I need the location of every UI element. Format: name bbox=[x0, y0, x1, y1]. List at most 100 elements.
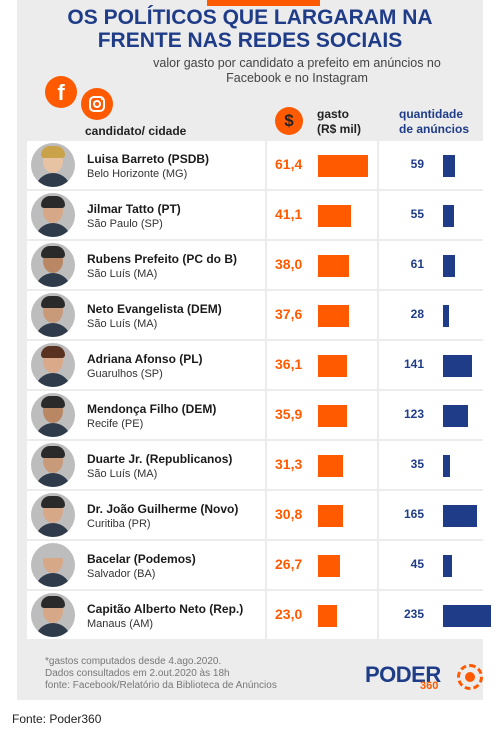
gasto-bar bbox=[318, 405, 347, 427]
gasto-cell: 35,9 bbox=[267, 391, 377, 439]
candidate-city: São Luís (MA) bbox=[87, 468, 158, 480]
quantidade-cell: 165 bbox=[379, 491, 483, 539]
candidate-name: Adriana Afonso (PL) bbox=[87, 352, 203, 366]
candidate-cell: Luisa Barreto (PSDB) Belo Horizonte (MG) bbox=[27, 141, 265, 189]
sun-core bbox=[465, 672, 475, 682]
candidate-rows: Luisa Barreto (PSDB) Belo Horizonte (MG) 6… bbox=[17, 140, 491, 640]
table-row: Duarte Jr. (Republicanos) São Luís (MA) 31… bbox=[17, 440, 483, 490]
avatar bbox=[31, 393, 75, 437]
gasto-bar bbox=[318, 255, 349, 277]
logo-number: 360 bbox=[420, 680, 439, 692]
candidate-name: Mendonça Filho (DEM) bbox=[87, 402, 217, 416]
avatar bbox=[31, 543, 75, 587]
gasto-value-label: 26,7 bbox=[275, 556, 303, 572]
candidate-city: São Luís (MA) bbox=[87, 318, 158, 330]
avatar bbox=[31, 143, 75, 187]
table-row: Jilmar Tatto (PT) São Paulo (SP) 41,1 55 bbox=[17, 190, 483, 240]
candidate-name: Jilmar Tatto (PT) bbox=[87, 202, 181, 216]
candidate-city: Curitiba (PR) bbox=[87, 518, 151, 530]
header-gasto-line-1: gasto bbox=[317, 107, 350, 121]
candidate-name: Dr. João Guilherme (Novo) bbox=[87, 502, 239, 516]
quantidade-bar bbox=[443, 405, 468, 427]
quantidade-bar bbox=[443, 355, 472, 377]
gasto-bar bbox=[318, 505, 343, 527]
header-gasto-line-2: (R$ mil) bbox=[317, 122, 362, 136]
facebook-icon: f bbox=[45, 76, 77, 108]
quantidade-cell: 235 bbox=[379, 591, 491, 639]
quantidade-bar bbox=[443, 205, 454, 227]
gasto-bar bbox=[318, 555, 340, 577]
gasto-cell: 38,0 bbox=[267, 241, 377, 289]
logo-word: PODER bbox=[365, 662, 441, 687]
candidate-city: Guarulhos (SP) bbox=[87, 368, 163, 380]
avatar bbox=[31, 193, 75, 237]
quantidade-bar bbox=[443, 255, 455, 277]
header-quantidade: quantidade de anúncios bbox=[399, 107, 469, 137]
candidate-cell: Jilmar Tatto (PT) São Paulo (SP) bbox=[27, 191, 265, 239]
gasto-value-label: 36,1 bbox=[275, 356, 303, 372]
candidate-name: Capitão Alberto Neto (Rep.) bbox=[87, 602, 244, 616]
quantidade-cell: 55 bbox=[379, 191, 483, 239]
header-qtd-line-2: de anúncios bbox=[399, 122, 470, 136]
instagram-icon bbox=[81, 88, 113, 120]
gasto-cell: 36,1 bbox=[267, 341, 377, 389]
quantidade-value-label: 123 bbox=[403, 407, 424, 421]
table-row: Bacelar (Podemos) Salvador (BA) 26,7 45 bbox=[17, 540, 483, 590]
candidate-cell: Capitão Alberto Neto (Rep.) Manaus (AM) bbox=[27, 591, 265, 639]
candidate-name: Rubens Prefeito (PC do B) bbox=[87, 252, 238, 266]
table-row: Neto Evangelista (DEM) São Luís (MA) 37,6 2… bbox=[17, 290, 483, 340]
header-candidate: candidato/ cidade bbox=[85, 124, 187, 138]
gasto-value-label: 37,6 bbox=[275, 306, 303, 322]
table-row: Rubens Prefeito (PC do B) São Luís (MA) 38… bbox=[17, 240, 483, 290]
candidate-city: Manaus (AM) bbox=[87, 618, 154, 630]
table-row: Luisa Barreto (PSDB) Belo Horizonte (MG) 6… bbox=[17, 140, 483, 190]
gasto-bar bbox=[318, 205, 351, 227]
gasto-cell: 30,8 bbox=[267, 491, 377, 539]
candidate-city: Belo Horizonte (MG) bbox=[87, 168, 188, 180]
candidate-city: Salvador (BA) bbox=[87, 568, 156, 580]
quantidade-value-label: 141 bbox=[403, 357, 424, 371]
header-gasto: gasto (R$ mil) bbox=[317, 107, 361, 137]
top-accent-bar bbox=[207, 0, 320, 6]
table-row: Adriana Afonso (PL) Guarulhos (SP) 36,1 141 bbox=[17, 340, 483, 390]
quantidade-cell: 35 bbox=[379, 441, 483, 489]
quantidade-bar bbox=[443, 455, 450, 477]
gasto-bar bbox=[318, 355, 347, 377]
gasto-value-label: 30,8 bbox=[275, 506, 303, 522]
table-row: Mendonça Filho (DEM) Recife (PE) 35,9 123 bbox=[17, 390, 483, 440]
avatar bbox=[31, 243, 75, 287]
gasto-cell: 26,7 bbox=[267, 541, 377, 589]
gasto-cell: 31,3 bbox=[267, 441, 377, 489]
table-row: Dr. João Guilherme (Novo) Curitiba (PR) 30… bbox=[17, 490, 483, 540]
gasto-cell: 37,6 bbox=[267, 291, 377, 339]
candidate-cell: Neto Evangelista (DEM) São Luís (MA) bbox=[27, 291, 265, 339]
gasto-value-label: 35,9 bbox=[275, 406, 303, 422]
chart-title: OS POLÍTICOS QUE LARGARAM NA FRENTE NAS … bbox=[17, 6, 483, 52]
gasto-cell: 41,1 bbox=[267, 191, 377, 239]
gasto-value-label: 61,4 bbox=[275, 156, 303, 172]
candidate-cell: Bacelar (Podemos) Salvador (BA) bbox=[27, 541, 265, 589]
sun-icon bbox=[457, 664, 483, 690]
gasto-bar bbox=[318, 605, 337, 627]
source-caption: Fonte: Poder360 bbox=[12, 712, 102, 726]
gasto-value-label: 41,1 bbox=[275, 206, 303, 222]
candidate-cell: Rubens Prefeito (PC do B) São Luís (MA) bbox=[27, 241, 265, 289]
header-qtd-line-1: quantidade bbox=[399, 107, 464, 121]
title-line-1: OS POLÍTICOS QUE LARGARAM NA bbox=[67, 6, 433, 29]
chart-subtitle: valor gasto por candidato a prefeito em … bbox=[102, 56, 492, 86]
quantidade-value-label: 35 bbox=[410, 457, 424, 471]
avatar bbox=[31, 443, 75, 487]
note-line-3: fonte: Facebook/Relatório da Biblioteca … bbox=[45, 680, 277, 691]
gasto-value-label: 23,0 bbox=[275, 606, 303, 622]
quantidade-cell: 123 bbox=[379, 391, 483, 439]
avatar bbox=[31, 493, 75, 537]
quantidade-cell: 61 bbox=[379, 241, 483, 289]
gasto-bar bbox=[318, 155, 368, 177]
gasto-cell: 23,0 bbox=[267, 591, 377, 639]
quantidade-bar bbox=[443, 305, 449, 327]
candidate-cell: Duarte Jr. (Republicanos) São Luís (MA) bbox=[27, 441, 265, 489]
quantidade-value-label: 45 bbox=[410, 557, 424, 571]
candidate-name: Bacelar (Podemos) bbox=[87, 552, 196, 566]
quantidade-cell: 45 bbox=[379, 541, 483, 589]
quantidade-value-label: 28 bbox=[410, 307, 424, 321]
